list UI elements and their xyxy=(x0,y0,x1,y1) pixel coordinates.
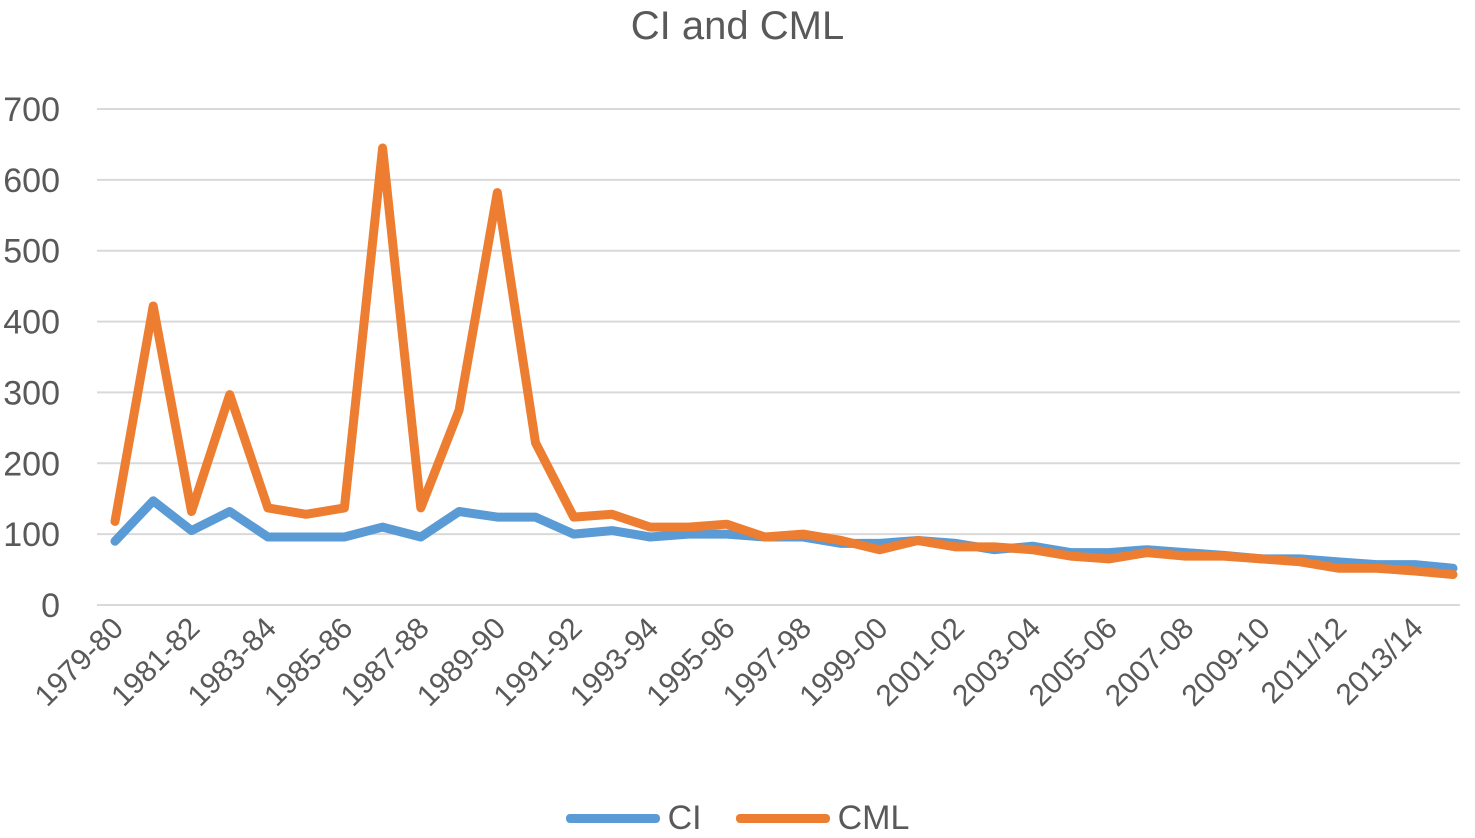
y-tick-label: 700 xyxy=(3,91,60,129)
y-tick-label: 300 xyxy=(3,374,60,412)
y-tick-label: 200 xyxy=(3,445,60,483)
y-tick-label: 500 xyxy=(3,233,60,271)
chart-title: CI and CML xyxy=(630,4,845,48)
y-tick-label: 600 xyxy=(3,162,60,200)
x-axis-ticks: 1979-801981-821983-841985-861987-881989-… xyxy=(29,612,1430,713)
y-tick-label: 0 xyxy=(41,587,60,625)
y-tick-label: 400 xyxy=(3,304,60,342)
series-lines xyxy=(110,143,1458,579)
legend: CI CML xyxy=(0,798,1475,838)
legend-label-cml: CML xyxy=(837,798,910,837)
legend-swatch-cml xyxy=(735,813,830,823)
legend-label-ci: CI xyxy=(667,798,702,837)
legend-item-cml: CML xyxy=(735,798,910,838)
y-tick-label: 100 xyxy=(3,516,60,554)
series-line-cml xyxy=(110,143,1458,579)
gridlines xyxy=(97,108,1460,606)
y-axis-ticks: 0 100 200 300 400 500 600 700 xyxy=(3,91,60,625)
legend-item-ci: CI xyxy=(565,798,702,838)
legend-swatch-ci xyxy=(565,813,660,823)
